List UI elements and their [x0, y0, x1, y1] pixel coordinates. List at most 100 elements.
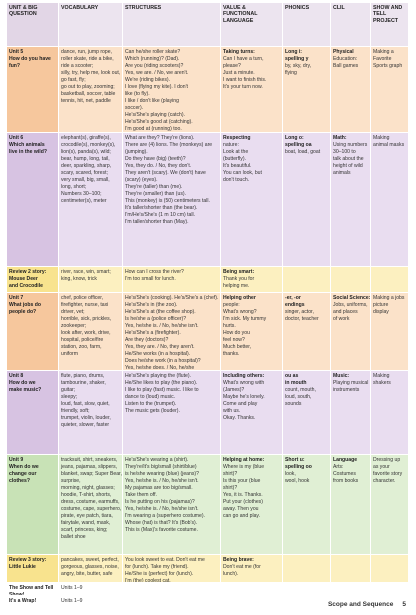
table-cell	[371, 596, 409, 609]
cell-line: quieter, slower, faster	[61, 422, 110, 428]
cell-line: I like / don't like (playing	[125, 98, 179, 104]
cell-line: Language	[333, 457, 358, 463]
cell-line: You look sweet to eat. Don't eat me	[125, 557, 205, 563]
cell-line: How do you have fun?	[9, 56, 51, 69]
cell-line: Yes, they are. / No, they aren't.	[125, 344, 195, 350]
cell-line: Can he/she roller skate?	[125, 49, 181, 55]
table-cell: Review 3 story: Little Lukie	[7, 555, 59, 583]
cell-line: thanks.	[223, 351, 240, 357]
table-cell: He's/She's playing the (flute). He/She li…	[123, 371, 221, 455]
cell-line: It's beautiful.	[223, 163, 252, 169]
cell-line: sounds	[285, 401, 302, 407]
cell-line: It's taller/shorter than (the bear).	[125, 205, 198, 211]
cell-line: go fast, fly;	[61, 77, 86, 83]
cell-line: hoodie, T-shirt, shorts,	[61, 492, 112, 498]
cell-line: tennis, hit, net, paddle	[61, 98, 111, 104]
header-text: SHOW AND TELL PROJECT	[373, 5, 403, 24]
cell-line: He's/She's playing the (flute).	[125, 373, 191, 379]
table-cell	[371, 583, 409, 596]
table-cell: Making a jobs picture display	[371, 293, 409, 371]
cell-line: flute, piano, drums,	[61, 373, 105, 379]
cell-line: Jobs, uniforms,	[333, 302, 368, 308]
cell-line: singer, actor,	[285, 309, 314, 315]
cell-line: You can look, but	[223, 170, 262, 176]
table-cell: flute, piano, drums, tambourine, shaker, g…	[59, 371, 123, 455]
cell-line: for (lunch). Take my (friend).	[125, 564, 189, 570]
cell-line: Can I have a turn,	[223, 56, 264, 62]
cell-line: Helping at home:	[223, 457, 265, 463]
header-cell: STRUCTURES	[123, 3, 221, 47]
header-text: VALUE & FUNCTIONAL LANGUAGE	[223, 5, 258, 24]
cell-line: Review 3 story:	[9, 557, 47, 563]
cell-line: He's/She's wearing a (shirt).	[125, 457, 189, 463]
cell-line: Making	[373, 373, 390, 379]
cell-line: horrible, sick, prickles,	[61, 316, 112, 322]
cell-line: Including others:	[223, 373, 265, 379]
cell-line: (James)?	[223, 387, 245, 393]
cell-line: When do we	[9, 464, 39, 470]
table-cell	[283, 555, 331, 583]
table-cell: Long o: spelling oa boat, load, goat	[283, 133, 331, 267]
cell-line: Physical	[333, 49, 354, 55]
cell-line: Whose (hat) is that? It's (Bob's).	[125, 520, 198, 526]
cell-line: like (to fly).	[125, 91, 150, 97]
cell-line: (butterfly).	[223, 156, 246, 162]
cell-line: Where is my (blue	[223, 464, 265, 470]
table-cell: Helping at home: Where is my (blue shirt)?…	[221, 455, 283, 555]
cell-line: They aren't (scary). We (don't) have	[125, 170, 206, 176]
table-cell	[123, 596, 221, 609]
footer-section: Scope and Sequence	[327, 601, 394, 608]
cell-line: with us.	[223, 408, 241, 414]
cell-line: Is he/she a (police officer)?	[125, 316, 187, 322]
cell-line: What's wrong?	[223, 309, 257, 315]
cell-line: Yes, he/she is. / No, he/she isn't.	[125, 478, 199, 484]
cell-line: Listen to the (trumpet).	[125, 401, 177, 407]
table-cell: tracksuit, shirt, sneakers, jeans, pajama…	[59, 455, 123, 555]
cell-line: 30–100 to	[333, 149, 356, 155]
cell-line: of work	[333, 316, 350, 322]
cell-line: (jumping).	[125, 149, 148, 155]
cell-line: Yes, he/she is. / No, he/she isn't.	[125, 506, 199, 512]
cell-line: Education:	[333, 56, 358, 62]
table-cell: Respecting nature: Look at the (butterfly).…	[221, 133, 283, 267]
cell-line: They're (taller) than (me).	[125, 184, 183, 190]
cell-line: He/She is (perfect) for (lunch).	[125, 571, 194, 577]
cell-line: wool, hook	[285, 478, 310, 484]
cell-line: Unit 5	[9, 49, 24, 55]
cell-line: loud, south,	[285, 394, 312, 400]
cell-line: Units 1–9	[61, 585, 83, 591]
cell-line: Unit 8	[9, 373, 24, 379]
cell-line: dance, run, jump rope,	[61, 49, 112, 55]
cell-line: flying	[285, 70, 297, 76]
cell-line: sleepy;	[61, 394, 78, 400]
table-cell: elephant(s), giraffe(s), crocodile(s), mo…	[59, 133, 123, 267]
table-cell: pancakes, sweet, perfect, gorgeous, glass…	[59, 555, 123, 583]
table-cell: Units 1–9	[59, 583, 123, 596]
table-cell: Being smart: Thank you for helping me.	[221, 267, 283, 293]
cell-line: clothes?	[9, 478, 30, 484]
header-cell: CLIL	[331, 3, 371, 47]
cell-line: Yes, he/she is. / No, he/she isn't.	[125, 323, 199, 329]
cell-line: boat, load, goat	[285, 149, 321, 155]
cell-line: Making	[373, 135, 390, 141]
cell-line: I'm sick. My tummy	[223, 316, 267, 322]
header-text: STRUCTURES	[125, 5, 162, 11]
cell-line: Ball games	[333, 63, 359, 69]
table-cell: The Show and Tell Show!	[7, 583, 59, 596]
cell-line: Unit 6	[9, 135, 24, 141]
cell-line: go out to play, zooming;	[61, 84, 115, 90]
cell-line: Yes, he/she does. / No, he/she	[125, 365, 195, 371]
cell-line: people do?	[9, 309, 37, 315]
cell-line: in mouth	[285, 380, 307, 386]
cell-line: surprise,	[61, 478, 81, 484]
cell-line: Short u:	[285, 457, 305, 463]
cell-line: station, zoo, farm,	[61, 344, 102, 350]
cell-line: What jobs do	[9, 302, 41, 308]
cell-line: and places	[333, 309, 358, 315]
cell-line: tambourine, shaker,	[61, 380, 106, 386]
cell-line: Long i:	[285, 49, 302, 55]
table-cell: It's a Wrap!	[7, 596, 59, 609]
cell-line: basketball, soccer, table	[61, 91, 116, 97]
cell-line: angry, bite, butter, safe	[61, 571, 113, 577]
cell-line: talk about the	[333, 156, 364, 162]
